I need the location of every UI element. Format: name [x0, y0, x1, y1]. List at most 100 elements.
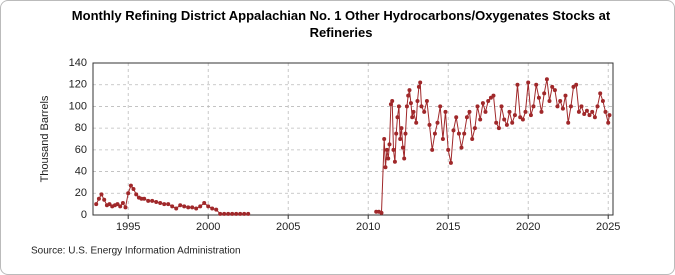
data-point — [480, 101, 485, 106]
data-point — [456, 131, 461, 136]
data-point — [574, 82, 579, 87]
data-point — [128, 183, 133, 188]
data-point — [592, 115, 597, 120]
data-point — [472, 126, 477, 131]
data-point — [182, 204, 187, 209]
data-point — [475, 104, 480, 109]
data-point — [123, 205, 128, 210]
data-point — [190, 205, 195, 210]
data-point — [394, 131, 399, 136]
data-point — [379, 210, 384, 215]
data-point — [523, 109, 528, 114]
x-tick-label: 2005 — [276, 221, 300, 233]
data-point — [430, 147, 435, 152]
data-point — [568, 104, 573, 109]
data-point — [202, 201, 207, 206]
data-point — [486, 99, 491, 103]
source: Source: U.S. Energy Information Administ… — [31, 246, 241, 257]
data-point — [515, 82, 520, 87]
data-point — [210, 206, 215, 211]
data-point — [512, 113, 517, 118]
data-point — [174, 206, 179, 211]
data-point — [587, 113, 592, 118]
data-point — [446, 147, 451, 152]
data-point — [406, 93, 411, 98]
y-tick-label: 40 — [75, 165, 87, 177]
data-point — [407, 88, 412, 93]
data-point — [510, 120, 515, 125]
data-point — [454, 115, 459, 120]
data-point — [382, 137, 387, 141]
data-point — [390, 99, 395, 103]
data-point — [507, 109, 512, 114]
data-point — [102, 197, 107, 202]
data-point — [146, 198, 151, 203]
data-point — [134, 192, 139, 197]
data-point — [242, 211, 247, 216]
data-point — [386, 156, 391, 161]
data-point — [126, 191, 131, 196]
plot-frame — [92, 62, 614, 216]
data-point — [222, 211, 227, 216]
data-point — [238, 211, 243, 216]
y-tick-label: 80 — [75, 122, 87, 134]
data-point — [491, 93, 496, 98]
data-point — [499, 104, 504, 109]
y-tick-label: 120 — [69, 79, 87, 91]
data-point — [438, 104, 443, 109]
data-point — [582, 112, 587, 117]
data-point — [94, 202, 99, 207]
data-point — [459, 145, 464, 150]
x-tick-label: 1995 — [116, 221, 140, 233]
data-point — [518, 115, 523, 120]
data-point — [542, 91, 547, 96]
data-point — [544, 77, 549, 82]
data-point — [400, 145, 405, 150]
data-point — [603, 109, 608, 114]
data-point — [234, 211, 239, 216]
data-point — [552, 88, 557, 93]
y-tick-label: 140 — [69, 57, 87, 69]
data-point — [395, 115, 400, 120]
data-point — [107, 202, 112, 207]
data-point — [502, 117, 507, 122]
data-point — [440, 137, 445, 141]
data-point — [494, 120, 499, 125]
data-point — [416, 84, 421, 89]
data-point — [218, 211, 223, 216]
data-point — [504, 122, 509, 127]
data-point — [391, 147, 396, 152]
data-point — [194, 206, 199, 211]
data-point — [154, 199, 159, 204]
data-point — [404, 104, 409, 109]
data-point — [399, 126, 404, 131]
data-point — [590, 109, 595, 114]
data-point — [170, 204, 175, 209]
data-point — [539, 109, 544, 114]
data-point — [600, 99, 605, 103]
y-tick-label: 100 — [69, 100, 87, 112]
data-point — [115, 202, 120, 207]
data-point — [408, 101, 413, 106]
y-axis-label: Thousand Barrels — [39, 95, 51, 182]
data-point — [226, 211, 231, 216]
data-point — [526, 80, 531, 85]
data-point — [206, 204, 211, 209]
data-point — [99, 192, 104, 197]
data-point — [547, 99, 552, 103]
data-point — [419, 104, 424, 109]
data-point — [478, 117, 483, 122]
data-point — [555, 104, 560, 109]
data-point — [388, 102, 393, 107]
data-point — [387, 142, 392, 147]
data-point — [467, 109, 472, 114]
data-point — [422, 109, 427, 114]
chart-title: Monthly Refining District Appalachian No… — [71, 8, 611, 40]
data-point — [496, 126, 501, 131]
data-point — [396, 104, 401, 109]
data-point — [595, 104, 600, 109]
data-point — [120, 201, 125, 206]
data-point — [520, 117, 525, 122]
